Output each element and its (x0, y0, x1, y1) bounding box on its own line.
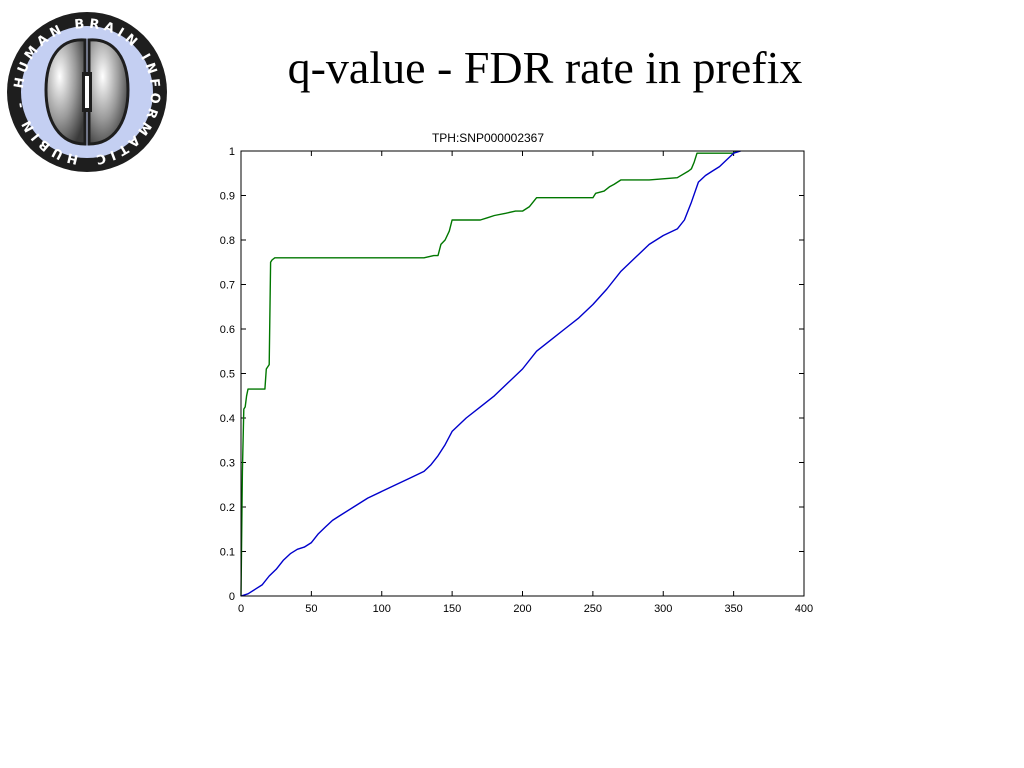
brain-icon (44, 38, 130, 146)
y-tick-label: 0.3 (220, 458, 235, 470)
x-tick-label: 350 (724, 603, 742, 615)
x-tick-label: 300 (654, 603, 672, 615)
axes-frame (240, 150, 805, 597)
x-tick-label: 100 (373, 603, 391, 615)
y-tick-label: 0.8 (220, 235, 235, 247)
x-tick-label: 250 (584, 603, 602, 615)
y-tick-label: 0 (229, 591, 235, 603)
line-chart: TPH:SNP000002367 0 50 100 150 200 250 300 350 40… (220, 131, 813, 615)
series-line-blue (240, 150, 741, 597)
y-tick-label: 0.4 (220, 413, 235, 425)
x-tick-label: 50 (305, 603, 317, 615)
series-line-green (240, 150, 737, 597)
y-tick-label: 0.7 (220, 280, 235, 292)
y-tick-label: 0.5 (220, 369, 235, 381)
y-tick-label: 0.6 (220, 324, 235, 336)
x-tick-label: 150 (443, 603, 461, 615)
axis-ticks: 0 50 100 150 200 250 300 350 400 0 0.1 0.2 0.3 0.4 0.5… (220, 146, 813, 615)
y-tick-label: 1 (229, 146, 235, 158)
x-tick-label: 0 (238, 603, 244, 615)
chart-title: TPH:SNP000002367 (432, 131, 544, 145)
hubin-logo: HUBIN - HUMAN BRAIN INFORMATICS - (6, 10, 167, 172)
y-tick-label: 0.1 (220, 547, 235, 559)
x-tick-label: 200 (513, 603, 531, 615)
y-tick-label: 0.2 (220, 502, 235, 514)
y-tick-label: 0.9 (220, 191, 235, 203)
series-lines (240, 150, 741, 597)
slide-title: q-value - FDR rate in prefix (287, 42, 803, 93)
x-tick-label: 400 (795, 603, 813, 615)
